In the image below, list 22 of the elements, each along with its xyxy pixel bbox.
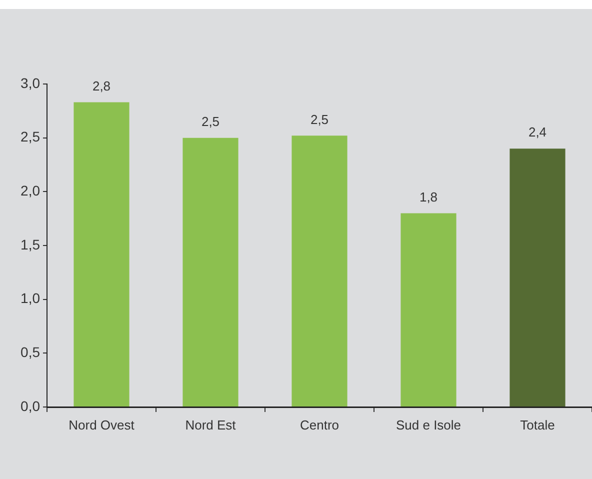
x-tick-label: Nord Est xyxy=(185,417,236,432)
data-label: 1,8 xyxy=(419,189,438,204)
y-tick-label: 3,0 xyxy=(20,74,40,91)
y-tick-label: 0,0 xyxy=(20,398,40,414)
bar xyxy=(510,148,566,406)
x-tick-label: Centro xyxy=(300,417,340,432)
bar xyxy=(292,136,348,406)
x-tick-label: Sud e Isole xyxy=(396,417,462,432)
data-label: 2,5 xyxy=(201,114,220,129)
x-tick-label: Totale xyxy=(520,417,555,432)
y-tick-label: 2,5 xyxy=(20,128,40,145)
y-tick-label: 0,5 xyxy=(20,344,40,360)
bar xyxy=(400,213,456,406)
bar xyxy=(74,102,130,406)
bar xyxy=(182,138,238,406)
y-tick-label: 1,5 xyxy=(20,236,40,252)
data-label: 2,5 xyxy=(310,112,329,127)
data-label: 2,8 xyxy=(92,78,111,94)
y-tick-label: 1,0 xyxy=(20,290,40,306)
x-tick-label: Nord Ovest xyxy=(68,417,135,432)
y-tick-label: 2,0 xyxy=(20,182,40,199)
data-label: 2,4 xyxy=(528,124,547,140)
